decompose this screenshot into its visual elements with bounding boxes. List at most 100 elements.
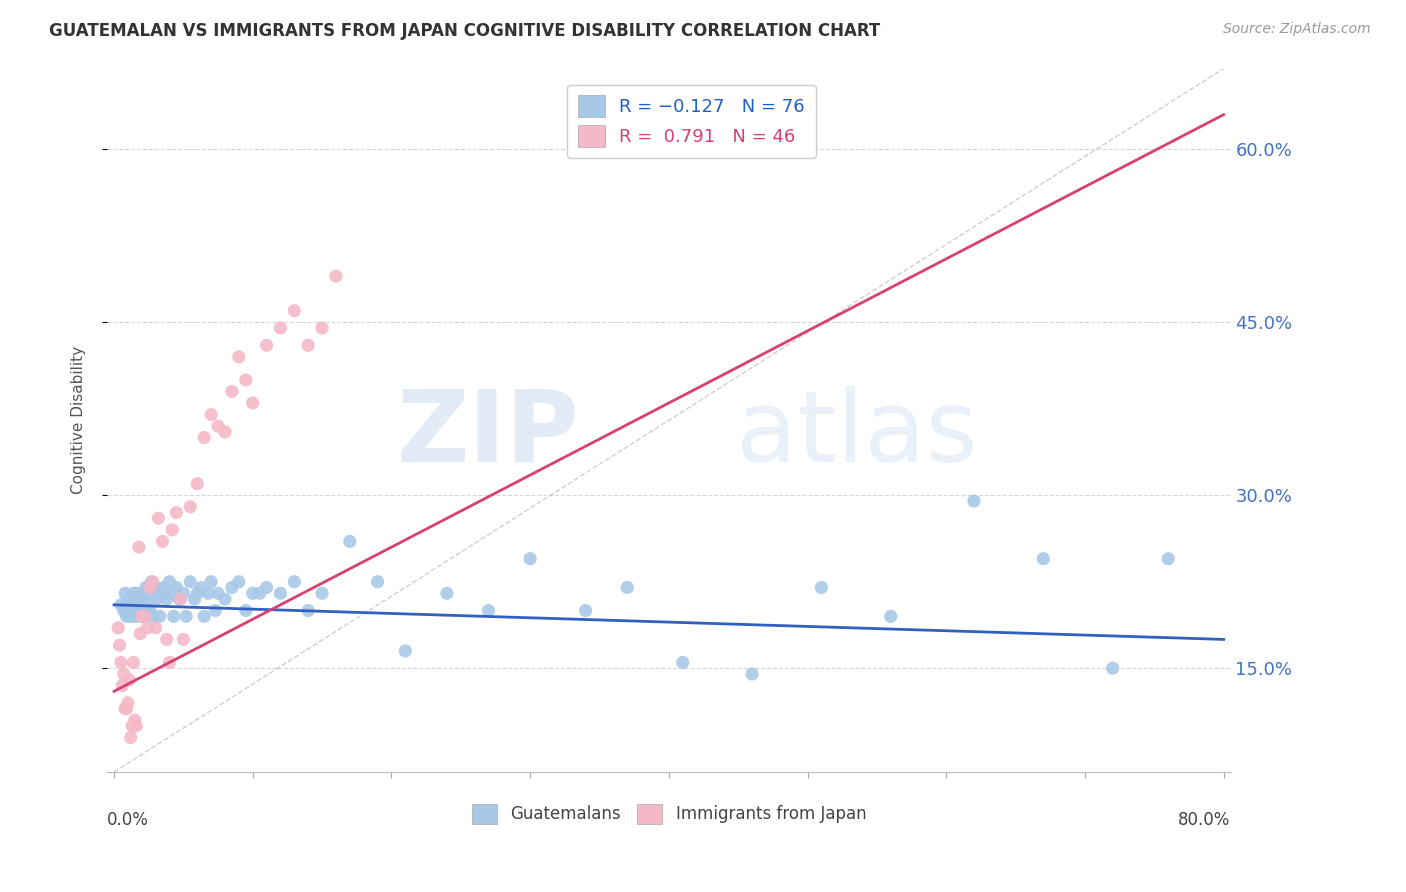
Point — [108, 638, 131, 652]
Point — [242, 396, 264, 410]
Point — [207, 419, 229, 434]
Y-axis label: Cognitive Disability: Cognitive Disability — [72, 346, 86, 494]
Point — [242, 586, 264, 600]
Point — [162, 586, 184, 600]
Point — [152, 534, 174, 549]
Point — [477, 604, 499, 618]
Point — [141, 574, 163, 589]
Point — [145, 621, 167, 635]
Point — [129, 626, 152, 640]
Point — [193, 431, 215, 445]
Point — [214, 425, 236, 439]
Point — [124, 604, 146, 618]
Point — [165, 506, 187, 520]
Point — [128, 540, 150, 554]
Text: GUATEMALAN VS IMMIGRANTS FROM JAPAN COGNITIVE DISABILITY CORRELATION CHART: GUATEMALAN VS IMMIGRANTS FROM JAPAN COGN… — [49, 22, 880, 40]
Point — [156, 592, 179, 607]
Point — [117, 696, 139, 710]
Point — [114, 586, 136, 600]
Point — [235, 373, 257, 387]
Point — [297, 604, 319, 618]
Point — [118, 592, 141, 607]
Point — [172, 632, 194, 647]
Point — [110, 598, 132, 612]
Point — [179, 574, 201, 589]
Point — [339, 534, 361, 549]
Point — [880, 609, 903, 624]
Point — [142, 574, 165, 589]
Point — [112, 604, 135, 618]
Point — [115, 609, 138, 624]
Point — [114, 701, 136, 715]
Point — [197, 586, 219, 600]
Point — [131, 604, 153, 618]
Point — [149, 609, 172, 624]
Point — [214, 592, 236, 607]
Point — [186, 586, 208, 600]
Point — [1157, 551, 1180, 566]
Text: atlas: atlas — [737, 386, 977, 483]
Point — [111, 679, 134, 693]
Point — [183, 592, 205, 607]
Point — [153, 581, 176, 595]
Point — [672, 656, 695, 670]
Point — [810, 581, 832, 595]
Point — [139, 604, 162, 618]
Text: 80.0%: 80.0% — [1178, 811, 1230, 829]
Point — [152, 586, 174, 600]
Point — [235, 604, 257, 618]
Point — [129, 609, 152, 624]
Point — [172, 586, 194, 600]
Point — [297, 338, 319, 352]
Point — [131, 609, 153, 624]
Point — [120, 609, 142, 624]
Point — [269, 321, 291, 335]
Point — [124, 609, 146, 624]
Point — [145, 581, 167, 595]
Point — [1101, 661, 1123, 675]
Point — [200, 408, 222, 422]
Point — [117, 598, 139, 612]
Text: 0.0%: 0.0% — [107, 811, 149, 829]
Point — [148, 586, 170, 600]
Point — [1032, 551, 1054, 566]
Point — [165, 581, 187, 595]
Point — [519, 551, 541, 566]
Point — [394, 644, 416, 658]
Point — [163, 609, 186, 624]
Point — [125, 586, 148, 600]
Point — [110, 656, 132, 670]
Point — [193, 609, 215, 624]
Point — [122, 586, 145, 600]
Point — [120, 731, 142, 745]
Point — [121, 598, 143, 612]
Point — [228, 350, 250, 364]
Point — [135, 581, 157, 595]
Point — [256, 338, 278, 352]
Point — [162, 523, 184, 537]
Point — [139, 581, 162, 595]
Point — [107, 621, 129, 635]
Point — [167, 592, 190, 607]
Point — [179, 500, 201, 514]
Point — [121, 719, 143, 733]
Point — [128, 592, 150, 607]
Point — [136, 621, 159, 635]
Point — [134, 609, 156, 624]
Point — [169, 592, 191, 607]
Point — [221, 384, 243, 399]
Point — [115, 701, 138, 715]
Point — [136, 598, 159, 612]
Point — [256, 581, 278, 595]
Point — [125, 719, 148, 733]
Point — [963, 494, 986, 508]
Point — [117, 604, 139, 618]
Point — [200, 574, 222, 589]
Text: Source: ZipAtlas.com: Source: ZipAtlas.com — [1223, 22, 1371, 37]
Point — [118, 673, 141, 687]
Point — [134, 609, 156, 624]
Point — [159, 656, 181, 670]
Point — [221, 581, 243, 595]
Point — [325, 269, 347, 284]
Point — [741, 667, 763, 681]
